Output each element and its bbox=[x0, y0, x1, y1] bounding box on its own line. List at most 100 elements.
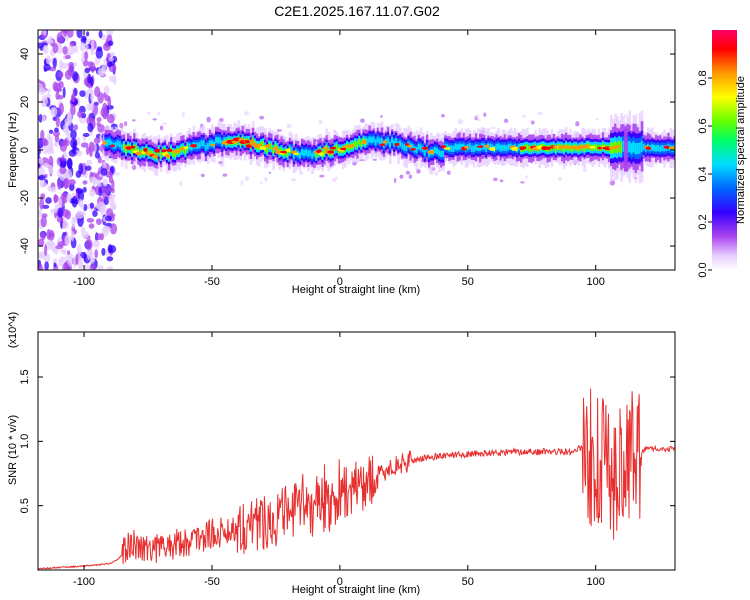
spectrogram-noise-blob bbox=[108, 56, 114, 62]
spectrogram-noise-blob bbox=[79, 42, 86, 52]
spectrogram-scatter-blob bbox=[524, 175, 529, 179]
spectrogram-band-cell bbox=[305, 149, 308, 156]
spectrogram-y-tick-label: 20 bbox=[19, 96, 31, 108]
spectrogram-noise-blob bbox=[48, 164, 54, 175]
spectrogram-noise-blob bbox=[103, 92, 107, 98]
spectrogram-marks bbox=[38, 30, 675, 270]
spectrogram-noise-blob bbox=[96, 117, 102, 123]
spectrogram-band-cell bbox=[472, 145, 476, 152]
spectrogram-noise-blob bbox=[62, 194, 68, 204]
spectrogram-noise-blob bbox=[57, 71, 64, 78]
snr-y-tick-label: 0.5 bbox=[19, 498, 31, 513]
spectrogram-noise-blob bbox=[42, 162, 50, 168]
spectrogram-peak-cell bbox=[614, 145, 623, 149]
spectrogram-band-cell bbox=[474, 144, 478, 151]
colorbar: 0.0 0.2 0.4 0.6 0.8 Normalized spectral ampl… bbox=[697, 30, 747, 278]
spectrogram-band-cell bbox=[415, 147, 419, 154]
spectrogram-band-cell bbox=[172, 150, 175, 157]
spectrogram-scatter-blob bbox=[119, 122, 124, 129]
spectrogram-noise-blob bbox=[77, 199, 84, 208]
spectrogram-noise-blob bbox=[38, 42, 44, 49]
spectrogram-band-cell bbox=[196, 142, 200, 149]
spectrogram-peak-cell bbox=[210, 143, 216, 147]
spectrogram-band-cell bbox=[223, 137, 226, 144]
spectrogram-noise-blob bbox=[58, 197, 63, 209]
spectrogram-scatter-blob bbox=[558, 176, 562, 181]
spectrogram-noise-blob bbox=[53, 141, 59, 148]
spectrogram-band-cell bbox=[479, 144, 482, 152]
spectrogram-noise-blob bbox=[58, 81, 64, 89]
spectrogram-noise-blob bbox=[68, 149, 77, 157]
spectrogram-band-cell bbox=[642, 143, 646, 150]
spectrogram-band-cell bbox=[208, 140, 212, 147]
spectrogram-peak-cell bbox=[318, 152, 325, 156]
spectrogram-peak-cell bbox=[349, 144, 356, 148]
snr-y-tick-label: 1.5 bbox=[19, 369, 31, 384]
spectrogram-band-cell bbox=[456, 144, 460, 151]
spectrogram-noise-blob bbox=[107, 96, 112, 108]
spectrogram-band-cell bbox=[116, 140, 120, 147]
spectrogram-band-cell bbox=[423, 149, 427, 157]
spectrogram-scatter-blob bbox=[372, 158, 377, 161]
spectrogram-noise-blob bbox=[102, 178, 108, 187]
spectrogram-band-cell bbox=[503, 144, 507, 151]
spectrogram-noise-blob bbox=[49, 186, 57, 193]
spectrogram-noise-blob bbox=[85, 43, 89, 53]
spectrogram-band-cell bbox=[460, 143, 464, 150]
spectrogram-band-cell bbox=[313, 150, 316, 157]
spectrogram-scatter-blob bbox=[200, 173, 205, 178]
spectrogram-noise-blob bbox=[67, 111, 72, 119]
spectrogram-peak-cell bbox=[285, 148, 292, 153]
spectrogram-band-cell bbox=[499, 145, 503, 152]
chart-title: C2E1.2025.167.11.07.G02 bbox=[274, 3, 440, 19]
spectrogram-noise-blob bbox=[38, 208, 43, 219]
spectrogram-scatter-blob bbox=[218, 119, 221, 124]
spectrogram-band-cell bbox=[630, 143, 634, 155]
spectrogram-noise-blob bbox=[44, 244, 48, 257]
spectrogram-peak-cell bbox=[394, 142, 401, 147]
spectrogram-scatter-blob bbox=[147, 111, 151, 115]
spectrogram-noise-blob bbox=[40, 231, 46, 241]
spectrogram-noise-blob bbox=[71, 93, 76, 103]
spectrogram-band-cell bbox=[335, 144, 339, 151]
spectrogram-scatter-blob bbox=[332, 177, 337, 183]
spectrogram-band-cell bbox=[300, 148, 304, 156]
spectrogram-noise-blob bbox=[43, 139, 49, 146]
spectrogram-noise-blob bbox=[88, 223, 95, 229]
spectrogram-noise-blob bbox=[89, 263, 96, 270]
spectrogram-band-cell bbox=[405, 145, 409, 152]
spectrogram-peak-cell bbox=[409, 147, 418, 151]
spectrogram-noise-blob bbox=[110, 213, 116, 219]
spectrogram-noise-blob bbox=[82, 180, 88, 185]
spectrogram-noise-blob bbox=[90, 39, 95, 50]
spectrogram-band-cell bbox=[440, 150, 443, 158]
colorbar-tick-label: 0.8 bbox=[697, 70, 709, 85]
spectrogram-noise-blob bbox=[92, 239, 100, 248]
spectrogram-noise-blob bbox=[63, 178, 69, 190]
spectrogram-band-cell bbox=[507, 143, 511, 150]
spectrogram-noise-blob bbox=[64, 117, 72, 127]
spectrogram-noise-blob bbox=[85, 31, 90, 37]
spectrogram-noise-blob bbox=[39, 197, 45, 210]
spectrogram-noise-blob bbox=[40, 216, 47, 228]
spectrogram-noise-blob bbox=[38, 251, 44, 259]
spectrogram-scatter-blob bbox=[115, 172, 121, 176]
spectrogram-scatter-blob bbox=[434, 170, 439, 177]
spectrogram-peak-cell bbox=[183, 146, 189, 149]
colorbar-label: Normalized spectral amplitude bbox=[735, 76, 747, 224]
spectrogram-noise-blob bbox=[86, 159, 93, 166]
spectrogram-peak-cell bbox=[143, 148, 148, 152]
spectrogram-band-cell bbox=[204, 144, 208, 151]
spectrogram-noise-blob bbox=[86, 217, 95, 223]
spectrogram-scatter-blob bbox=[179, 181, 183, 186]
spectrogram-noise-blob bbox=[96, 122, 101, 127]
spectrogram-scatter-blob bbox=[380, 115, 383, 118]
spectrogram-noise-blob bbox=[106, 114, 115, 124]
spectrogram-noise-blob bbox=[97, 201, 105, 213]
spectrogram-band-cell bbox=[354, 140, 357, 147]
spectrogram-noise-blob bbox=[92, 210, 98, 217]
spectrogram-band-cell bbox=[657, 144, 660, 152]
spectrogram-noise-blob bbox=[55, 244, 64, 250]
spectrogram-noise-blob bbox=[67, 43, 75, 56]
spectrogram-x-tick-label: 0 bbox=[337, 276, 343, 288]
